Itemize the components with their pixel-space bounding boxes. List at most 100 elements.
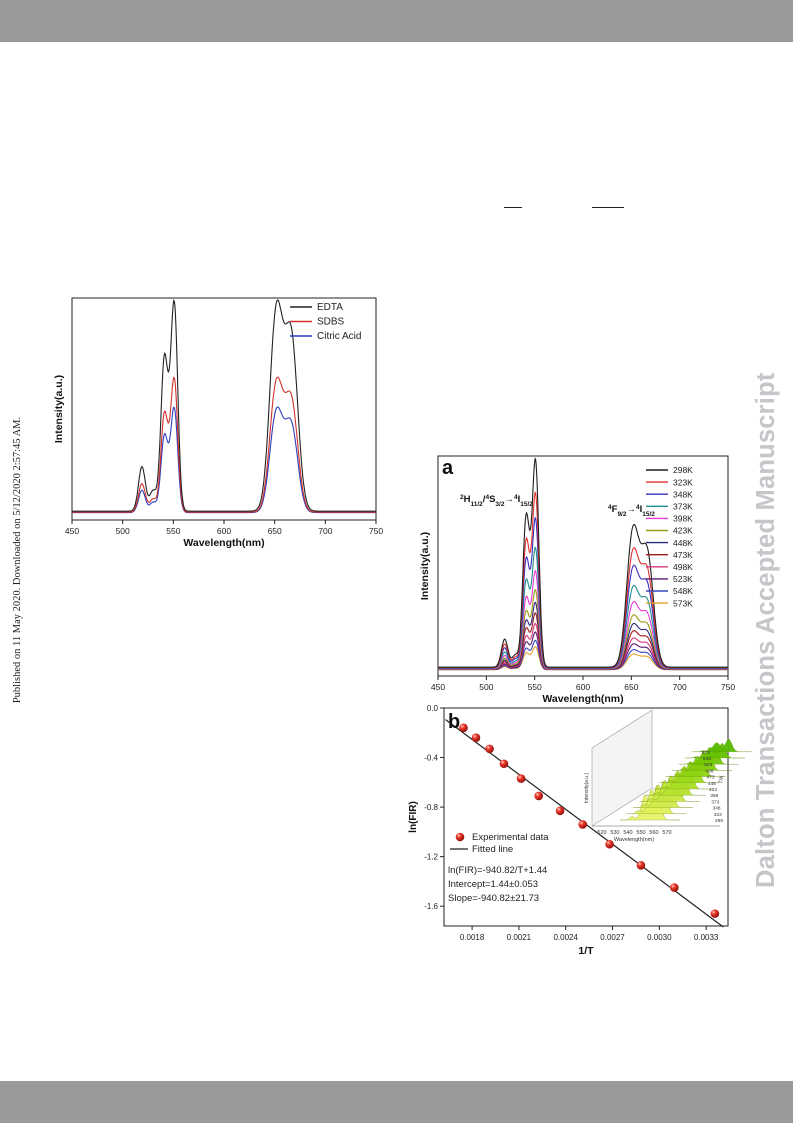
fit-equation-text: Intercept=1.44±0.053 bbox=[448, 879, 538, 890]
legend-entry: 348K bbox=[673, 489, 693, 499]
inset-z-tick: 523 bbox=[704, 762, 712, 768]
experimental-data-point bbox=[555, 806, 565, 816]
legend-entry: 423K bbox=[673, 526, 693, 536]
annotation-part: 2 bbox=[460, 494, 464, 501]
experimental-data-point bbox=[485, 744, 494, 754]
legend-entry: 298K bbox=[673, 465, 693, 475]
annotation-part: / bbox=[483, 494, 486, 505]
inset-x-tick: 550 bbox=[636, 830, 645, 836]
fit-equation-text: Slope=-940.82±21.73 bbox=[448, 893, 539, 904]
experimental-data-point bbox=[516, 774, 526, 783]
legend-entry: 573K bbox=[673, 598, 693, 608]
inset-x-tick: 530 bbox=[610, 830, 619, 836]
inset-z-tick: 348 bbox=[713, 806, 721, 812]
annotation-part: H bbox=[464, 494, 471, 505]
annotation-part: 4 bbox=[514, 494, 518, 501]
y-axis-label: Intensity(a.u.) bbox=[419, 532, 431, 600]
y-tick-label: -1.2 bbox=[424, 853, 438, 862]
series-line-498k bbox=[438, 622, 728, 670]
legend-entry: EDTA bbox=[317, 302, 343, 313]
series-line-573k bbox=[438, 646, 728, 671]
x-tick-label: 500 bbox=[479, 682, 493, 692]
inset-waterfall: 520 530 540 550 560 570 Wavelength(nm) Intensit… bbox=[584, 709, 752, 843]
x-tick-label: 450 bbox=[431, 682, 445, 692]
temperature-spectrum-chart-a: 450 500 550 600 650 700 750 Wavelength(nm) Inten… bbox=[419, 455, 735, 705]
inset-z-tick: 323 bbox=[714, 812, 722, 818]
x-tick-label: 550 bbox=[166, 526, 180, 536]
x-tick-label: 750 bbox=[369, 526, 383, 536]
inset-x-tick: 560 bbox=[649, 830, 658, 836]
x-tick-label: 750 bbox=[721, 682, 735, 692]
inset-z-label: T/K bbox=[718, 775, 725, 785]
x-tick-label: 0.0024 bbox=[553, 933, 578, 942]
fit-equation-text: ln(FIR)=-940.82/T+1.44 bbox=[448, 865, 547, 876]
annotation-part: 11/2 bbox=[471, 501, 484, 508]
annotation-part: I bbox=[640, 504, 643, 515]
inset-spectrum-slice bbox=[691, 739, 752, 752]
inset-y-label: Intensity(a.u.) bbox=[584, 773, 590, 804]
series-line-548k bbox=[438, 639, 728, 671]
inset-z-tick: 398 bbox=[710, 793, 718, 799]
series-line-sdbs bbox=[72, 376, 376, 513]
x-tick-label: 0.0030 bbox=[647, 933, 672, 942]
inset-z-tick: 298 bbox=[715, 818, 723, 824]
x-tick-label: 450 bbox=[65, 526, 79, 536]
legend-marker-experimental bbox=[455, 832, 465, 842]
inset-z-tick: 473 bbox=[707, 775, 715, 781]
legend-entry: 373K bbox=[673, 502, 693, 512]
inset-z-tick: 373 bbox=[711, 799, 719, 805]
annotation-part: S bbox=[489, 494, 495, 505]
legend-entry: 498K bbox=[673, 562, 693, 572]
x-tick-label: 650 bbox=[268, 526, 282, 536]
x-axis-label: Wavelength(nm) bbox=[542, 693, 623, 705]
x-tick-label: 700 bbox=[673, 682, 687, 692]
inset-z-tick: 498 bbox=[705, 768, 713, 774]
legend-entry: 523K bbox=[673, 574, 693, 584]
annotation-part: 3/2 bbox=[495, 501, 504, 508]
y-axis-label: ln(FIR) bbox=[408, 801, 419, 833]
transition-annotation: 4F9/2→4I15/2 bbox=[608, 504, 655, 518]
annotation-part: F bbox=[612, 504, 618, 515]
publication-side-note: Published on 11 May 2020. Downloaded on … bbox=[12, 416, 23, 704]
legend-entry: 398K bbox=[673, 514, 693, 524]
legend-entry: 323K bbox=[673, 477, 693, 487]
inset-z-tick: 573 bbox=[702, 750, 710, 756]
annotation-part: 4 bbox=[636, 504, 640, 511]
y-tick-label: -1.6 bbox=[424, 902, 438, 911]
experimental-data-point bbox=[499, 759, 509, 769]
x-tick-label: 700 bbox=[318, 526, 332, 536]
y-tick-label: -0.8 bbox=[424, 803, 438, 812]
x-tick-label: 650 bbox=[624, 682, 638, 692]
surfactant-spectrum-chart: 450 500 550 600 650 700 750 Wavelength(nm) Inten… bbox=[53, 297, 383, 549]
experimental-data-point bbox=[670, 883, 679, 892]
legend-entry: Experimental data bbox=[472, 832, 549, 843]
annotation-part: 15/2 bbox=[642, 511, 655, 518]
inset-z-tick: 448 bbox=[708, 781, 716, 787]
bottom-gray-band bbox=[0, 1081, 793, 1123]
experimental-data-point bbox=[471, 733, 481, 743]
x-tick-label: 0.0033 bbox=[694, 933, 719, 942]
annotation-part: I bbox=[518, 494, 521, 505]
y-tick-label: 0.0 bbox=[427, 704, 439, 713]
inset-x-tick: 540 bbox=[623, 830, 632, 836]
inset-x-tick: 520 bbox=[597, 830, 606, 836]
series-line-298k bbox=[438, 457, 728, 668]
transition-annotation: 2H11/2/4S3/2→4I15/2 bbox=[460, 494, 533, 508]
panel-label-a: a bbox=[442, 457, 454, 479]
experimental-data-point bbox=[534, 791, 544, 801]
legend-entry: 548K bbox=[673, 586, 693, 596]
x-tick-label: 0.0021 bbox=[507, 933, 532, 942]
inset-z-tick: 548 bbox=[703, 756, 711, 762]
y-axis-label: Intensity(a.u.) bbox=[53, 375, 65, 443]
annotation-part: 15/2 bbox=[520, 501, 533, 508]
x-axis-label: Wavelength(nm) bbox=[183, 537, 264, 549]
experimental-data-point bbox=[710, 909, 720, 918]
inset-x-tick: 570 bbox=[662, 830, 671, 836]
experimental-data-point bbox=[636, 861, 646, 870]
experimental-data-point bbox=[459, 723, 468, 733]
series-line-448k bbox=[438, 601, 728, 670]
series-line-edta bbox=[72, 299, 376, 512]
annotation-part: → bbox=[626, 504, 636, 515]
legend-entry: Citric Acid bbox=[317, 331, 361, 342]
x-tick-label: 0.0018 bbox=[460, 933, 485, 942]
